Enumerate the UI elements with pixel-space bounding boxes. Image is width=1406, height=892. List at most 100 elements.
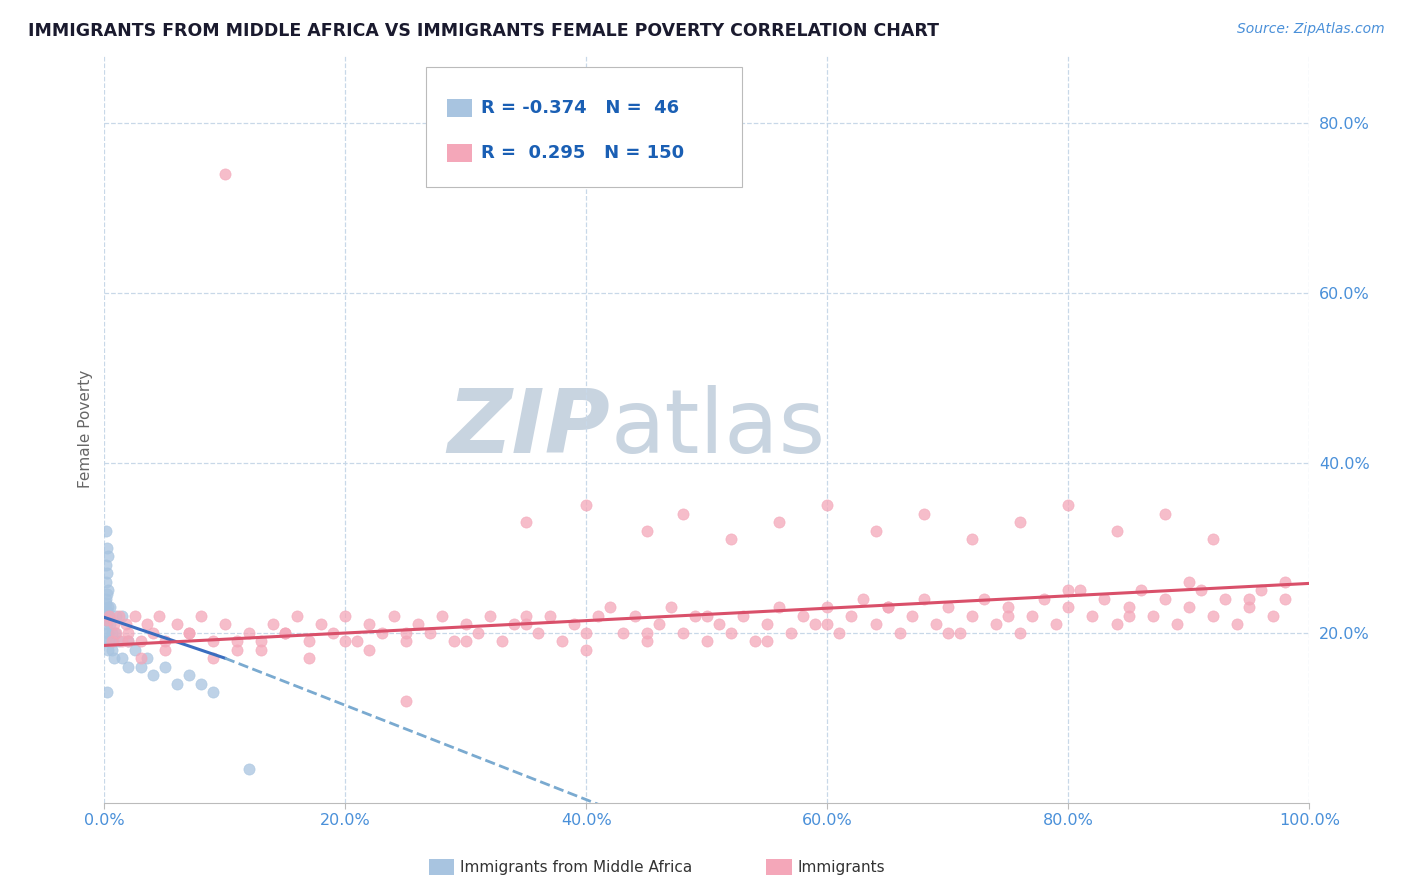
Point (997, 608, 1019, 623)
Point (370, 625, 392, 640)
Point (111, 634, 134, 648)
Point (142, 668, 165, 682)
Point (588, 608, 610, 623)
Point (515, 617, 537, 632)
Point (768, 600, 790, 615)
Point (104, 625, 127, 640)
Point (419, 625, 441, 640)
Point (153, 642, 176, 657)
Point (105, 608, 128, 623)
Point (238, 625, 260, 640)
Point (129, 634, 152, 648)
Point (98, 608, 121, 623)
Point (94, 613, 117, 627)
Point (852, 591, 875, 606)
Point (925, 617, 948, 632)
Point (865, 617, 887, 632)
Point (94, 574, 117, 589)
Point (1010, 515, 1032, 529)
Point (96, 608, 118, 623)
Point (96, 685, 118, 699)
Point (96, 617, 118, 632)
Point (117, 634, 139, 648)
Point (1237, 600, 1260, 615)
Point (575, 498, 598, 512)
Point (382, 608, 405, 623)
Point (443, 634, 465, 648)
Point (876, 600, 898, 615)
Point (214, 167, 236, 181)
Point (94, 608, 117, 623)
Point (1274, 591, 1296, 606)
Point (1057, 583, 1080, 598)
Point (226, 642, 249, 657)
Point (900, 608, 922, 623)
Point (430, 608, 453, 623)
Point (103, 617, 125, 632)
Point (876, 600, 898, 615)
Point (1237, 591, 1260, 606)
Point (889, 625, 911, 640)
Point (201, 651, 224, 665)
Point (274, 625, 297, 640)
Point (720, 625, 742, 640)
Point (1166, 617, 1188, 632)
Point (1202, 608, 1225, 623)
Point (96, 613, 118, 627)
Text: atlas: atlas (610, 385, 825, 473)
Point (683, 608, 706, 623)
Point (190, 676, 212, 690)
Point (647, 617, 669, 632)
Point (599, 600, 621, 615)
Point (1057, 600, 1080, 615)
Point (1010, 625, 1032, 640)
Point (117, 634, 139, 648)
Point (298, 651, 321, 665)
Point (97, 549, 120, 564)
Point (322, 625, 344, 640)
Point (166, 676, 188, 690)
Point (780, 625, 803, 640)
Point (201, 634, 224, 648)
Point (768, 515, 790, 529)
Point (696, 634, 718, 648)
Point (1129, 583, 1152, 598)
Point (111, 651, 134, 665)
Point (108, 608, 131, 623)
Point (135, 617, 157, 632)
Point (731, 608, 754, 623)
Point (865, 524, 887, 538)
Point (201, 685, 224, 699)
Point (346, 634, 368, 648)
Point (503, 617, 526, 632)
Point (190, 608, 212, 623)
Point (100, 642, 122, 657)
Point (1142, 608, 1164, 623)
Point (98, 634, 121, 648)
Point (97, 600, 120, 615)
Point (394, 693, 416, 707)
Point (527, 625, 550, 640)
Point (1189, 583, 1212, 598)
Point (815, 498, 838, 512)
Point (97, 642, 120, 657)
Point (94, 596, 117, 610)
Point (828, 625, 851, 640)
Point (792, 608, 814, 623)
Point (575, 625, 598, 640)
Point (100, 600, 122, 615)
Point (672, 625, 695, 640)
Point (912, 591, 935, 606)
Point (1118, 608, 1140, 623)
Point (153, 659, 176, 673)
Point (756, 634, 779, 648)
Point (148, 608, 170, 623)
Point (274, 625, 297, 640)
Point (636, 625, 658, 640)
Point (960, 533, 983, 547)
Point (105, 625, 128, 640)
Point (841, 608, 863, 623)
Point (394, 634, 416, 648)
Text: Source: ZipAtlas.com: Source: ZipAtlas.com (1237, 22, 1385, 37)
Point (467, 625, 489, 640)
